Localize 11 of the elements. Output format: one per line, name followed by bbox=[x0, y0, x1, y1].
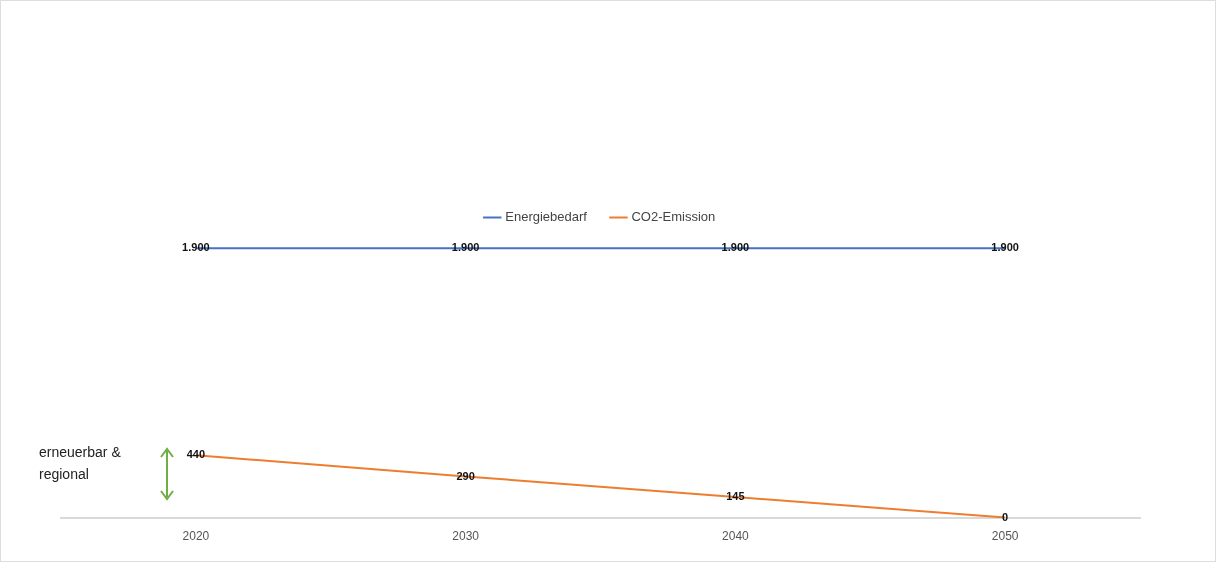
data-label: 1.900 bbox=[182, 241, 210, 254]
legend-label: Energiebedarf bbox=[505, 209, 588, 225]
data-label: 0 bbox=[1002, 510, 1009, 523]
x-tick-label: 2040 bbox=[722, 529, 750, 544]
data-label: 440 bbox=[186, 448, 206, 461]
legend-label: CO2-Emission bbox=[631, 209, 716, 225]
x-tick-label: 2020 bbox=[182, 529, 210, 544]
data-label: 1.900 bbox=[991, 241, 1019, 254]
x-tick-label: 2050 bbox=[991, 529, 1019, 544]
annotation: erneuerbar & regional bbox=[39, 443, 122, 484]
x-tick-label: 2030 bbox=[452, 529, 480, 544]
